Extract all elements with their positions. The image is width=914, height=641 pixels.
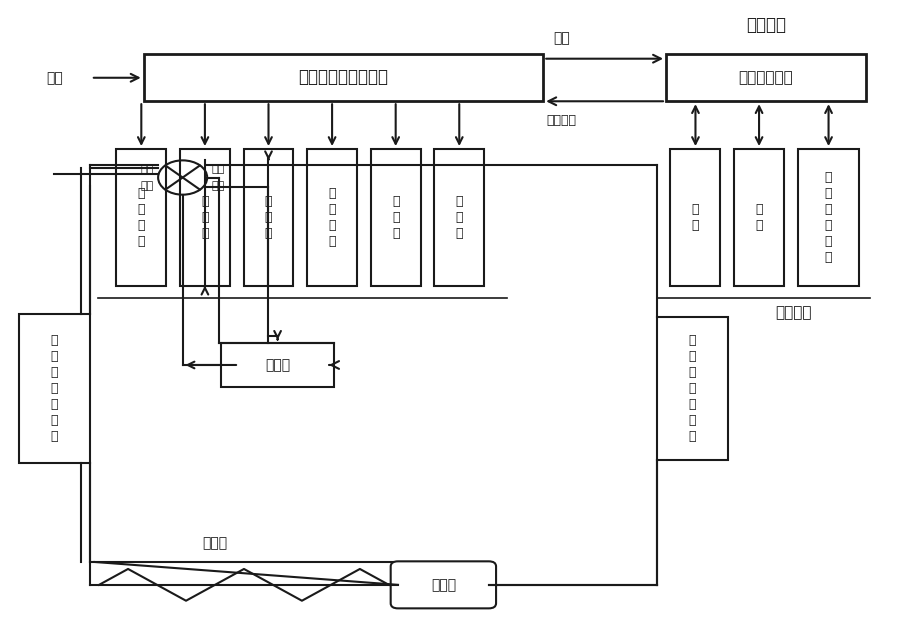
Text: 温
度
信
号
采
集: 温 度 信 号 采 集	[824, 171, 833, 263]
Bar	[434, 149, 484, 285]
Bar	[180, 149, 230, 285]
Text: 电脑控制主板: 电脑控制主板	[739, 70, 793, 85]
Bar	[671, 149, 720, 285]
Bar	[307, 149, 357, 285]
Bar	[666, 54, 866, 101]
Bar	[19, 314, 90, 463]
Text: 储液罐: 储液罐	[265, 358, 290, 372]
Text: 制热: 制热	[212, 181, 225, 191]
Bar	[734, 149, 784, 285]
Bar	[243, 149, 293, 285]
Text: 制冷: 制冷	[141, 181, 154, 191]
Text: 摆
风
机: 摆 风 机	[455, 195, 463, 240]
Text: 加
热
器: 加 热 器	[392, 195, 399, 240]
Text: 显
示: 显 示	[692, 203, 699, 232]
Text: 制热: 制热	[141, 164, 154, 174]
Text: 电
磁
阀: 电 磁 阀	[201, 195, 208, 240]
Text: 室
外
风
机: 室 外 风 机	[138, 187, 145, 247]
Bar	[143, 54, 543, 101]
Text: 机械部分: 机械部分	[775, 304, 812, 320]
Bar	[116, 149, 166, 285]
Text: 电源: 电源	[553, 31, 569, 45]
Text: 压
缩
机: 压 缩 机	[265, 195, 272, 240]
Bar	[221, 343, 335, 387]
Text: 室
内
机
热
交
换
器: 室 内 机 热 交 换 器	[688, 335, 696, 444]
FancyBboxPatch shape	[390, 562, 496, 608]
Text: 室
外
风
机: 室 外 风 机	[328, 187, 335, 247]
Bar	[798, 149, 859, 285]
Text: 干燥器: 干燥器	[430, 578, 456, 592]
Text: 毛细管: 毛细管	[203, 536, 228, 550]
Text: 制冷: 制冷	[212, 164, 225, 174]
Text: 电气部分: 电气部分	[746, 16, 786, 34]
Text: 操
作: 操 作	[755, 203, 763, 232]
Text: 电源、保护、控制板: 电源、保护、控制板	[299, 69, 388, 87]
Bar	[371, 149, 420, 285]
Bar	[657, 317, 728, 460]
Text: 室
外
机
热
交
换
器: 室 外 机 热 交 换 器	[51, 335, 58, 444]
Text: 控制信号: 控制信号	[547, 114, 577, 127]
Text: 电源: 电源	[47, 71, 63, 85]
